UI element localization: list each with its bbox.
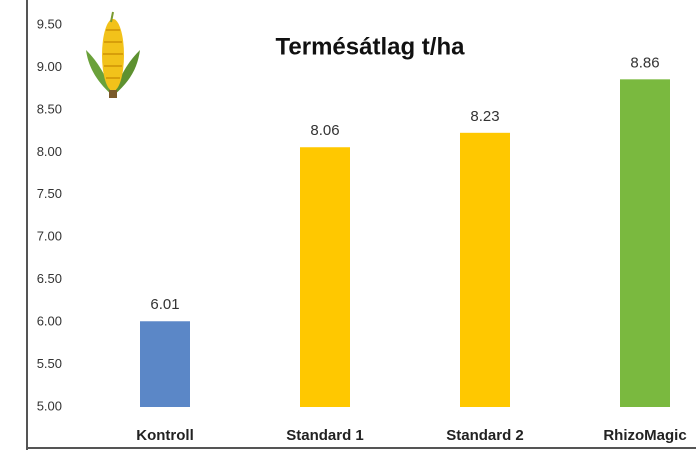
x-tick-label: Standard 2: [446, 427, 524, 444]
y-tick-label: 5.00: [37, 398, 62, 413]
y-tick-label: 9.50: [37, 16, 62, 31]
bar: [620, 79, 670, 407]
value-label: 8.86: [630, 54, 659, 71]
y-tick-label: 9.00: [37, 59, 62, 74]
y-tick-label: 7.00: [37, 229, 62, 244]
bar: [460, 132, 510, 407]
y-tick-label: 8.00: [37, 144, 62, 159]
value-label: 8.23: [470, 108, 499, 125]
y-tick-label: 7.50: [37, 186, 62, 201]
bar: [300, 147, 350, 408]
x-tick-label: Standard 1: [286, 427, 364, 444]
value-label: 8.06: [310, 122, 339, 139]
y-tick-label: 6.00: [37, 314, 62, 329]
x-tick-label: RhizoMagic: [603, 427, 686, 444]
value-label: 6.01: [150, 296, 179, 313]
y-tick-label: 6.50: [37, 271, 62, 286]
chart-title: Termésátlag t/ha: [276, 33, 466, 60]
bar: [140, 321, 190, 407]
y-tick-label: 5.50: [37, 356, 62, 371]
x-tick-label: Kontroll: [136, 427, 194, 444]
y-tick-label: 8.50: [37, 101, 62, 116]
corn-icon: [86, 11, 140, 98]
